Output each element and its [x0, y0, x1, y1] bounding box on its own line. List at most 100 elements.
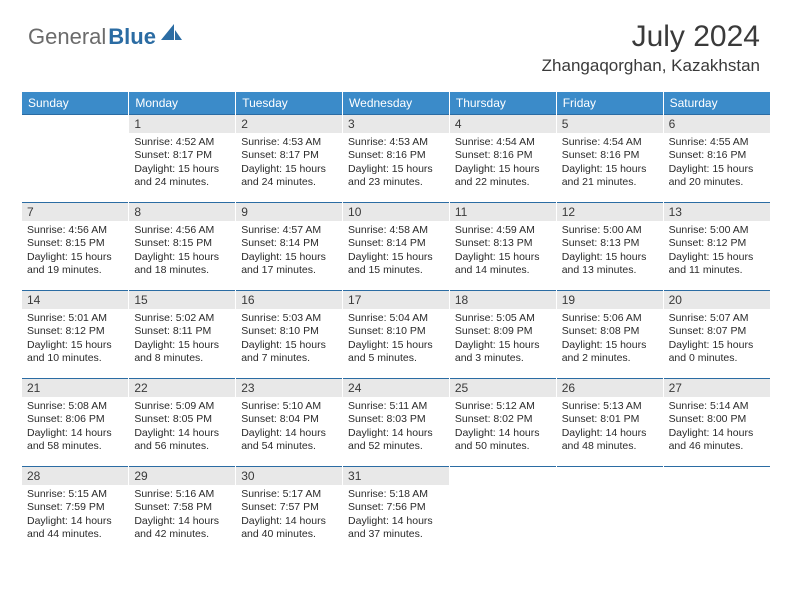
calendar-cell: 18Sunrise: 5:05 AMSunset: 8:09 PMDayligh…	[449, 290, 556, 378]
sunrise-line: Sunrise: 4:53 AM	[348, 136, 444, 149]
cell-body: Sunrise: 4:55 AMSunset: 8:16 PMDaylight:…	[664, 133, 770, 194]
sunset-line: Sunset: 8:10 PM	[241, 325, 337, 338]
sunrise-line: Sunrise: 5:14 AM	[669, 400, 765, 413]
sunrise-line: Sunrise: 5:06 AM	[562, 312, 658, 325]
sunset-line: Sunset: 8:02 PM	[455, 413, 551, 426]
sunrise-line: Sunrise: 5:16 AM	[134, 488, 230, 501]
day-header: Monday	[129, 92, 236, 114]
cell-body: Sunrise: 5:11 AMSunset: 8:03 PMDaylight:…	[343, 397, 449, 458]
cell-body: Sunrise: 4:52 AMSunset: 8:17 PMDaylight:…	[129, 133, 235, 194]
cell-body: Sunrise: 5:13 AMSunset: 8:01 PMDaylight:…	[557, 397, 663, 458]
daynum-bar: 31	[343, 466, 449, 485]
calendar-cell: 29Sunrise: 5:16 AMSunset: 7:58 PMDayligh…	[129, 466, 236, 554]
daylight-line: Daylight: 15 hours and 23 minutes.	[348, 163, 444, 190]
day-header: Friday	[556, 92, 663, 114]
sunset-line: Sunset: 8:07 PM	[669, 325, 765, 338]
sunrise-line: Sunrise: 4:57 AM	[241, 224, 337, 237]
sunset-line: Sunset: 8:01 PM	[562, 413, 658, 426]
cell-body: Sunrise: 4:54 AMSunset: 8:16 PMDaylight:…	[557, 133, 663, 194]
calendar-cell: 23Sunrise: 5:10 AMSunset: 8:04 PMDayligh…	[236, 378, 343, 466]
sunset-line: Sunset: 8:17 PM	[241, 149, 337, 162]
calendar-header-row: SundayMondayTuesdayWednesdayThursdayFrid…	[22, 92, 770, 114]
calendar-week-row: 1Sunrise: 4:52 AMSunset: 8:17 PMDaylight…	[22, 114, 770, 202]
daylight-line: Daylight: 15 hours and 17 minutes.	[241, 251, 337, 278]
daynum-bar: 26	[557, 378, 663, 397]
cell-body: Sunrise: 4:53 AMSunset: 8:16 PMDaylight:…	[343, 133, 449, 194]
sunset-line: Sunset: 8:04 PM	[241, 413, 337, 426]
sunrise-line: Sunrise: 5:18 AM	[348, 488, 444, 501]
calendar-cell	[449, 466, 556, 554]
sunrise-line: Sunrise: 4:56 AM	[27, 224, 123, 237]
sunrise-line: Sunrise: 5:02 AM	[134, 312, 230, 325]
daynum-bar: 12	[557, 202, 663, 221]
daynum-bar: 25	[450, 378, 556, 397]
calendar-cell: 11Sunrise: 4:59 AMSunset: 8:13 PMDayligh…	[449, 202, 556, 290]
daynum-bar: 2	[236, 114, 342, 133]
daynum-bar: 6	[664, 114, 770, 133]
daynum-bar: 3	[343, 114, 449, 133]
daynum-bar: 19	[557, 290, 663, 309]
sunset-line: Sunset: 8:06 PM	[27, 413, 123, 426]
cell-body: Sunrise: 5:10 AMSunset: 8:04 PMDaylight:…	[236, 397, 342, 458]
sunset-line: Sunset: 8:17 PM	[134, 149, 230, 162]
logo: General Blue	[28, 24, 183, 50]
daynum-bar: 16	[236, 290, 342, 309]
daylight-line: Daylight: 15 hours and 2 minutes.	[562, 339, 658, 366]
daylight-line: Daylight: 14 hours and 40 minutes.	[241, 515, 337, 542]
sunset-line: Sunset: 8:15 PM	[134, 237, 230, 250]
daylight-line: Daylight: 14 hours and 44 minutes.	[27, 515, 123, 542]
calendar-table: SundayMondayTuesdayWednesdayThursdayFrid…	[22, 92, 770, 554]
calendar-cell: 7Sunrise: 4:56 AMSunset: 8:15 PMDaylight…	[22, 202, 129, 290]
sunset-line: Sunset: 8:13 PM	[455, 237, 551, 250]
daynum-bar: 1	[129, 114, 235, 133]
logo-text-gray: General	[28, 24, 106, 50]
sunrise-line: Sunrise: 5:00 AM	[562, 224, 658, 237]
calendar-cell	[22, 114, 129, 202]
sunrise-line: Sunrise: 5:08 AM	[27, 400, 123, 413]
sunrise-line: Sunrise: 5:10 AM	[241, 400, 337, 413]
sunset-line: Sunset: 8:08 PM	[562, 325, 658, 338]
cell-body: Sunrise: 5:07 AMSunset: 8:07 PMDaylight:…	[664, 309, 770, 370]
calendar-cell: 9Sunrise: 4:57 AMSunset: 8:14 PMDaylight…	[236, 202, 343, 290]
calendar-cell: 15Sunrise: 5:02 AMSunset: 8:11 PMDayligh…	[129, 290, 236, 378]
sunset-line: Sunset: 7:58 PM	[134, 501, 230, 514]
cell-body: Sunrise: 5:18 AMSunset: 7:56 PMDaylight:…	[343, 485, 449, 546]
cell-body: Sunrise: 4:56 AMSunset: 8:15 PMDaylight:…	[22, 221, 128, 282]
daylight-line: Daylight: 15 hours and 15 minutes.	[348, 251, 444, 278]
daynum-bar-empty	[557, 466, 663, 485]
daynum-bar: 28	[22, 466, 128, 485]
sunset-line: Sunset: 8:10 PM	[348, 325, 444, 338]
day-header: Wednesday	[343, 92, 450, 114]
daynum-bar: 15	[129, 290, 235, 309]
sunset-line: Sunset: 8:16 PM	[669, 149, 765, 162]
calendar-body: 1Sunrise: 4:52 AMSunset: 8:17 PMDaylight…	[22, 114, 770, 554]
daylight-line: Daylight: 15 hours and 21 minutes.	[562, 163, 658, 190]
cell-body: Sunrise: 4:57 AMSunset: 8:14 PMDaylight:…	[236, 221, 342, 282]
cell-body: Sunrise: 5:01 AMSunset: 8:12 PMDaylight:…	[22, 309, 128, 370]
calendar-cell: 17Sunrise: 5:04 AMSunset: 8:10 PMDayligh…	[343, 290, 450, 378]
daylight-line: Daylight: 15 hours and 20 minutes.	[669, 163, 765, 190]
calendar-cell: 28Sunrise: 5:15 AMSunset: 7:59 PMDayligh…	[22, 466, 129, 554]
cell-body: Sunrise: 4:58 AMSunset: 8:14 PMDaylight:…	[343, 221, 449, 282]
sunrise-line: Sunrise: 5:04 AM	[348, 312, 444, 325]
cell-body: Sunrise: 5:15 AMSunset: 7:59 PMDaylight:…	[22, 485, 128, 546]
cell-body: Sunrise: 5:02 AMSunset: 8:11 PMDaylight:…	[129, 309, 235, 370]
sunrise-line: Sunrise: 5:11 AM	[348, 400, 444, 413]
daylight-line: Daylight: 15 hours and 19 minutes.	[27, 251, 123, 278]
sunset-line: Sunset: 7:57 PM	[241, 501, 337, 514]
calendar-cell: 27Sunrise: 5:14 AMSunset: 8:00 PMDayligh…	[663, 378, 770, 466]
calendar-week-row: 7Sunrise: 4:56 AMSunset: 8:15 PMDaylight…	[22, 202, 770, 290]
daylight-line: Daylight: 15 hours and 3 minutes.	[455, 339, 551, 366]
daylight-line: Daylight: 15 hours and 14 minutes.	[455, 251, 551, 278]
sunset-line: Sunset: 8:00 PM	[669, 413, 765, 426]
daynum-bar-empty	[450, 466, 556, 485]
sunrise-line: Sunrise: 5:12 AM	[455, 400, 551, 413]
daylight-line: Daylight: 15 hours and 24 minutes.	[241, 163, 337, 190]
calendar-week-row: 21Sunrise: 5:08 AMSunset: 8:06 PMDayligh…	[22, 378, 770, 466]
sunrise-line: Sunrise: 5:07 AM	[669, 312, 765, 325]
day-header: Sunday	[22, 92, 129, 114]
cell-body: Sunrise: 4:53 AMSunset: 8:17 PMDaylight:…	[236, 133, 342, 194]
cell-body: Sunrise: 5:12 AMSunset: 8:02 PMDaylight:…	[450, 397, 556, 458]
daynum-bar: 30	[236, 466, 342, 485]
daylight-line: Daylight: 15 hours and 0 minutes.	[669, 339, 765, 366]
